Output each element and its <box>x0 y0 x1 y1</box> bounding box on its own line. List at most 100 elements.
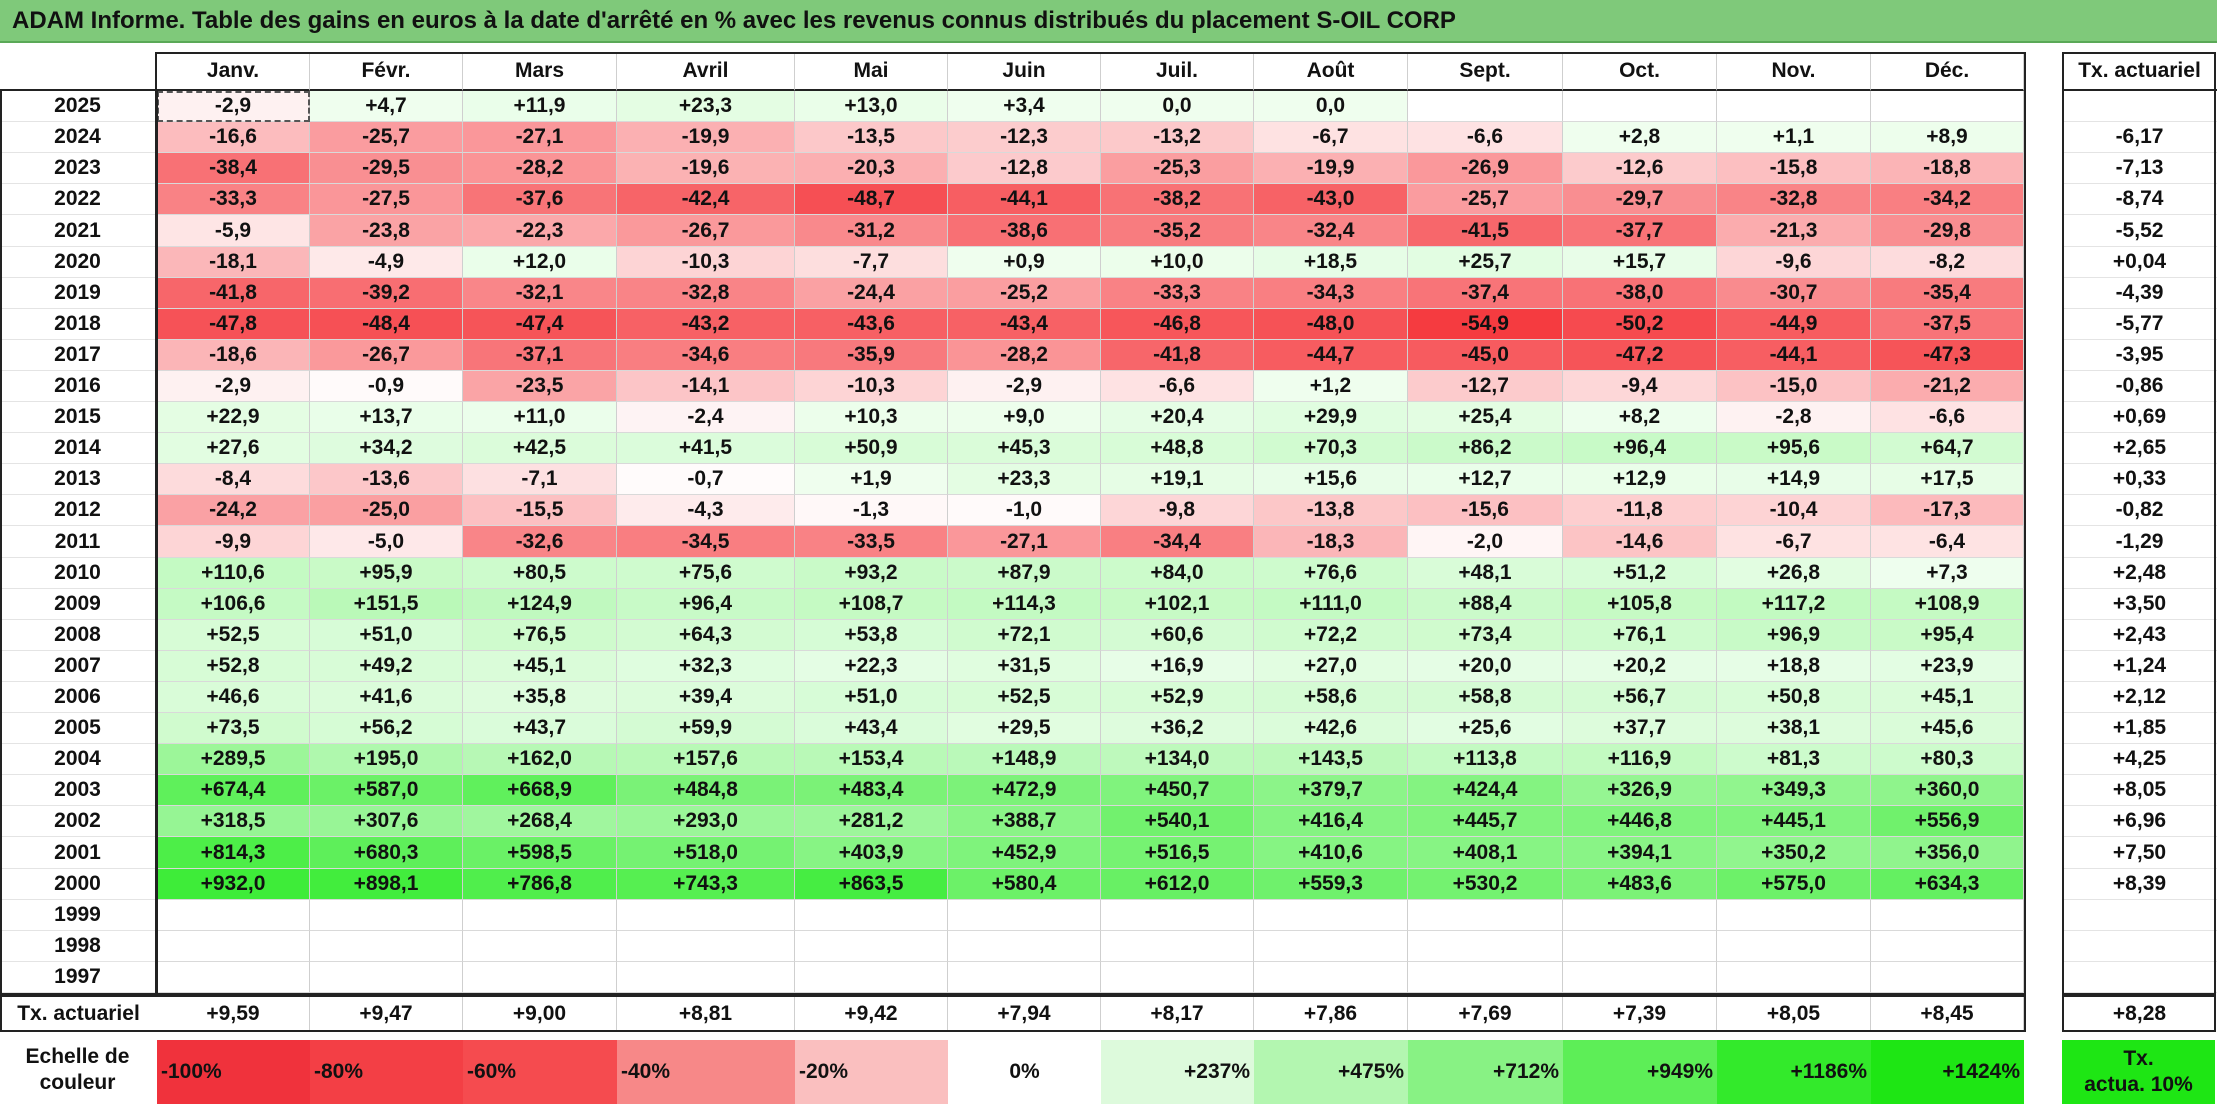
table-cell[interactable]: +51,0 <box>795 682 948 713</box>
table-cell[interactable]: +75,6 <box>617 558 795 589</box>
table-cell[interactable]: -24,4 <box>795 278 948 309</box>
table-cell[interactable] <box>1563 962 1717 993</box>
table-cell[interactable]: -6,7 <box>1254 122 1408 153</box>
table-cell[interactable]: +39,4 <box>617 682 795 713</box>
table-cell[interactable]: +96,9 <box>1717 620 1871 651</box>
table-cell[interactable]: +53,8 <box>795 620 948 651</box>
table-cell[interactable]: +445,7 <box>1408 806 1563 837</box>
table-cell[interactable]: +59,9 <box>617 713 795 744</box>
table-cell[interactable]: +12,9 <box>1563 464 1717 495</box>
table-cell[interactable]: +450,7 <box>1101 775 1254 806</box>
table-cell[interactable]: +52,9 <box>1101 682 1254 713</box>
table-cell[interactable]: -38,2 <box>1101 184 1254 215</box>
table-cell[interactable]: +20,2 <box>1563 651 1717 682</box>
table-cell[interactable]: +11,0 <box>463 402 617 433</box>
table-cell[interactable]: +64,7 <box>1871 433 2024 464</box>
table-cell[interactable] <box>310 900 463 931</box>
table-cell[interactable]: +41,5 <box>617 433 795 464</box>
table-cell[interactable]: +2,8 <box>1563 122 1717 153</box>
table-cell[interactable]: +37,7 <box>1563 713 1717 744</box>
table-cell[interactable]: +42,5 <box>463 433 617 464</box>
table-cell[interactable] <box>1563 900 1717 931</box>
table-cell[interactable]: +50,8 <box>1717 682 1871 713</box>
table-cell[interactable]: -34,3 <box>1254 278 1408 309</box>
table-cell[interactable]: -7,7 <box>795 247 948 278</box>
table-cell[interactable]: -20,3 <box>795 153 948 184</box>
table-cell[interactable]: -22,3 <box>463 215 617 247</box>
table-cell[interactable]: +863,5 <box>795 869 948 900</box>
table-cell[interactable]: -9,4 <box>1563 371 1717 402</box>
table-cell[interactable]: +56,2 <box>310 713 463 744</box>
table-cell[interactable]: +379,7 <box>1254 775 1408 806</box>
table-cell[interactable]: 0,0 <box>1101 91 1254 122</box>
table-cell[interactable]: -35,9 <box>795 340 948 371</box>
table-cell[interactable]: +786,8 <box>463 869 617 900</box>
table-cell[interactable] <box>1563 91 1717 122</box>
table-cell[interactable]: +88,4 <box>1408 589 1563 620</box>
table-cell[interactable]: -33,3 <box>157 184 310 215</box>
table-cell[interactable]: +518,0 <box>617 837 795 869</box>
table-cell[interactable]: -19,9 <box>617 122 795 153</box>
table-cell[interactable]: +26,8 <box>1717 558 1871 589</box>
table-cell[interactable]: +95,9 <box>310 558 463 589</box>
table-cell[interactable]: +1,1 <box>1717 122 1871 153</box>
table-cell[interactable] <box>1408 900 1563 931</box>
table-cell[interactable] <box>617 900 795 931</box>
table-cell[interactable]: -24,2 <box>157 495 310 526</box>
table-cell[interactable]: +410,6 <box>1254 837 1408 869</box>
table-cell[interactable]: +56,7 <box>1563 682 1717 713</box>
table-cell[interactable]: -1,3 <box>795 495 948 526</box>
table-cell[interactable]: +64,3 <box>617 620 795 651</box>
table-cell[interactable]: -50,2 <box>1563 309 1717 340</box>
table-cell[interactable]: -46,8 <box>1101 309 1254 340</box>
table-cell[interactable]: -0,9 <box>310 371 463 402</box>
table-cell[interactable]: +19,1 <box>1101 464 1254 495</box>
table-cell[interactable]: +151,5 <box>310 589 463 620</box>
table-cell[interactable]: -5,9 <box>157 215 310 247</box>
table-cell[interactable] <box>1101 931 1254 962</box>
table-cell[interactable]: -18,6 <box>157 340 310 371</box>
table-cell[interactable]: +360,0 <box>1871 775 2024 806</box>
table-cell[interactable]: -34,5 <box>617 526 795 558</box>
table-cell[interactable]: -27,1 <box>463 122 617 153</box>
table-cell[interactable] <box>1871 931 2024 962</box>
table-cell[interactable]: +0,9 <box>948 247 1101 278</box>
table-cell[interactable]: +95,4 <box>1871 620 2024 651</box>
table-cell[interactable]: +20,0 <box>1408 651 1563 682</box>
table-cell[interactable]: +86,2 <box>1408 433 1563 464</box>
table-cell[interactable]: +14,9 <box>1717 464 1871 495</box>
table-cell[interactable]: 0,0 <box>1254 91 1408 122</box>
table-cell[interactable]: -2,9 <box>157 371 310 402</box>
table-cell[interactable]: -25,2 <box>948 278 1101 309</box>
table-cell[interactable]: +29,9 <box>1254 402 1408 433</box>
table-cell[interactable] <box>1408 962 1563 993</box>
table-cell[interactable]: -29,8 <box>1871 215 2024 247</box>
table-cell[interactable]: +22,3 <box>795 651 948 682</box>
table-cell[interactable] <box>948 931 1101 962</box>
table-cell[interactable]: +143,5 <box>1254 744 1408 775</box>
table-cell[interactable]: +814,3 <box>157 837 310 869</box>
table-cell[interactable]: +408,1 <box>1408 837 1563 869</box>
table-cell[interactable] <box>1563 931 1717 962</box>
table-cell[interactable]: +575,0 <box>1717 869 1871 900</box>
table-cell[interactable]: +898,1 <box>310 869 463 900</box>
table-cell[interactable]: -38,0 <box>1563 278 1717 309</box>
table-cell[interactable]: +73,5 <box>157 713 310 744</box>
table-cell[interactable] <box>157 931 310 962</box>
table-cell[interactable]: +111,0 <box>1254 589 1408 620</box>
table-cell[interactable]: +18,5 <box>1254 247 1408 278</box>
table-cell[interactable]: +289,5 <box>157 744 310 775</box>
table-cell[interactable]: -26,7 <box>310 340 463 371</box>
table-cell[interactable]: +113,8 <box>1408 744 1563 775</box>
table-cell[interactable] <box>1871 91 2024 122</box>
table-cell[interactable]: -44,9 <box>1717 309 1871 340</box>
table-cell[interactable]: -14,6 <box>1563 526 1717 558</box>
table-cell[interactable]: +70,3 <box>1254 433 1408 464</box>
table-cell[interactable]: -16,6 <box>157 122 310 153</box>
table-cell[interactable]: +50,9 <box>795 433 948 464</box>
table-cell[interactable]: -34,4 <box>1101 526 1254 558</box>
table-cell[interactable]: +81,3 <box>1717 744 1871 775</box>
table-cell[interactable] <box>948 900 1101 931</box>
table-cell[interactable]: +45,1 <box>1871 682 2024 713</box>
table-cell[interactable]: +22,9 <box>157 402 310 433</box>
